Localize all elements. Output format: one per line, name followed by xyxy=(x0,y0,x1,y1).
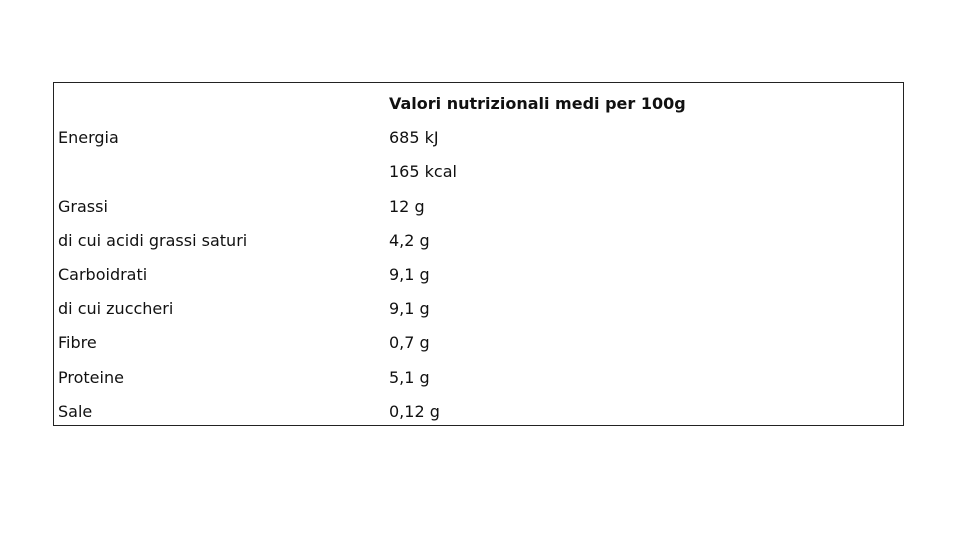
value-cell: 5,1 g xyxy=(389,367,430,387)
label-cell: di cui zuccheri xyxy=(58,299,174,319)
label-cell: Carboidrati xyxy=(58,265,148,284)
label-cell: Grassi xyxy=(58,196,108,216)
value-cell: 9,1 g xyxy=(389,299,430,319)
value-cell: 165 kcal xyxy=(389,162,457,182)
value-cell: 4,2 g xyxy=(389,230,430,250)
value-cell: 0,12 g xyxy=(389,401,440,421)
nutrition-table: Valori nutrizionali medi per 100g Energia… xyxy=(53,82,904,426)
value-cell: 9,1 g xyxy=(389,265,430,284)
label-cell: Energia xyxy=(58,128,119,148)
value-cell: 685 kJ xyxy=(389,128,439,148)
label-cell: di cui acidi grassi saturi xyxy=(58,230,248,250)
label-cell: Proteine xyxy=(58,367,124,387)
value-cell: 12 g xyxy=(389,196,425,216)
value-cell: 0,7 g xyxy=(389,333,430,353)
label-cell: Fibre xyxy=(58,333,97,353)
label-cell: Sale xyxy=(58,401,93,421)
header-cell: Valori nutrizionali medi per 100g xyxy=(389,94,686,113)
